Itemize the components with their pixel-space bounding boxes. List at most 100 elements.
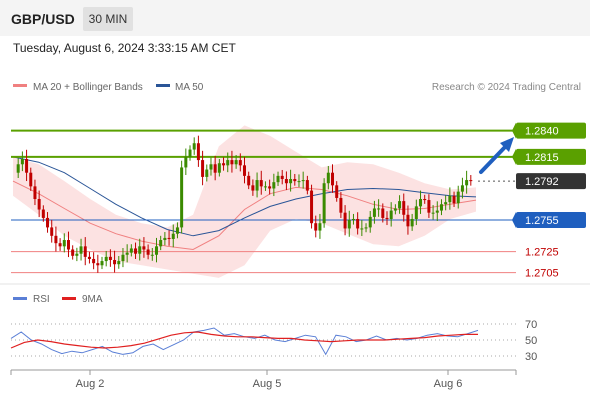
candle-body [16, 164, 20, 173]
x-tick-label: Aug 5 [253, 378, 282, 390]
level-label-text: 1.2755 [525, 215, 559, 227]
candle-body [196, 143, 200, 161]
candle-body [46, 217, 50, 228]
candle-body [326, 172, 330, 184]
level-label-box [516, 148, 586, 165]
candle-body [280, 175, 284, 180]
ma50-line [12, 156, 477, 237]
candle-body [310, 190, 314, 224]
candle-body [104, 256, 108, 262]
candle-body [435, 210, 439, 213]
candle-body [159, 240, 163, 247]
x-tick-label: Aug 2 [76, 378, 105, 390]
candle-body [314, 223, 318, 231]
legend-label-ma50: MA 50 [175, 82, 204, 93]
legend-swatch-rsi [13, 297, 27, 300]
candle-body [243, 165, 246, 176]
candle-body [29, 172, 33, 187]
candle-body [33, 186, 37, 199]
bollinger-band-layer [13, 125, 476, 278]
candle-body [263, 186, 267, 188]
candle-body [41, 209, 45, 218]
candle-body [96, 263, 100, 266]
candle-body [385, 217, 389, 219]
candle-body [146, 249, 150, 255]
candle-body [167, 237, 171, 239]
candle-body [192, 143, 196, 150]
candle-body [134, 248, 138, 254]
candle-body [364, 227, 368, 229]
candle-body [247, 175, 251, 186]
legend-swatch-9ma [62, 297, 76, 300]
candle-body [431, 212, 435, 214]
candle-body [230, 160, 234, 165]
candle-body [398, 201, 402, 209]
candle-body [184, 156, 188, 168]
candle-body [188, 149, 192, 157]
candle-body [356, 218, 360, 229]
candle-body [406, 214, 410, 227]
candle-body [75, 253, 79, 256]
candle-body [301, 180, 305, 182]
candle-body [108, 256, 112, 261]
candle-body [305, 180, 309, 191]
candle-body [251, 185, 255, 191]
candle-body [138, 246, 142, 254]
legend-swatch-ma20 [13, 84, 27, 87]
x-tick-label: Aug 6 [434, 378, 463, 390]
candle-body [154, 246, 158, 255]
x-axis-ticks: Aug 2 Aug 5 Aug 6 [10, 370, 517, 390]
price-legend: MA 20 + Bollinger Bands MA 50 Research ©… [13, 82, 581, 93]
instrument-name: GBP/USD [11, 11, 75, 27]
candle-body [58, 243, 62, 247]
legend-label-ma20: MA 20 + Bollinger Bands [33, 82, 143, 93]
candle-body [389, 210, 393, 219]
candle-body [234, 160, 238, 165]
level-label-text: 1.2792 [525, 176, 559, 188]
candle-body [343, 212, 347, 229]
candle-body [284, 179, 288, 184]
chart-datetime: Tuesday, August 6, 2024 3:33:15 AM CET [13, 41, 236, 55]
candle-body [125, 252, 129, 255]
candle-body [423, 199, 427, 201]
level-label-pointer [512, 212, 516, 229]
credit-text: Research © 2024 Trading Central [432, 82, 581, 93]
candle-body [180, 167, 184, 228]
candle-body [360, 228, 364, 230]
level-label-pointer [512, 122, 516, 139]
candle-body [226, 160, 230, 166]
candle-body [460, 185, 464, 192]
candle-body [347, 220, 351, 229]
legend-label-rsi: RSI [33, 294, 50, 305]
candles-layer [16, 135, 473, 273]
candle-body [213, 164, 217, 173]
level-label-text: 1.2815 [525, 152, 559, 164]
ma20-line [12, 180, 477, 251]
candle-body [465, 180, 469, 186]
price-levels-layer [11, 129, 586, 274]
candle-body [452, 195, 456, 204]
candle-body [414, 206, 418, 219]
level-label-text: 1.2840 [525, 126, 559, 138]
candle-body [402, 201, 406, 215]
candle-body [54, 235, 58, 244]
rsi-tick-label: 70 [525, 319, 537, 331]
candle-body [117, 261, 121, 265]
candle-body [351, 218, 355, 221]
candle-body [368, 216, 372, 228]
rsi-panel: 70 50 30 [10, 319, 537, 363]
candle-body [322, 183, 326, 224]
projection-arrow-icon [479, 137, 514, 174]
candle-body [448, 195, 452, 203]
level-label-text: 1.2705 [525, 268, 559, 280]
candle-body [289, 179, 293, 184]
timeframe-button[interactable]: 30 MIN [83, 7, 133, 31]
candle-body [66, 240, 70, 250]
top-bar: GBP/USD 30 MIN [0, 0, 590, 36]
candle-body [318, 223, 322, 231]
candle-body [100, 261, 104, 266]
candle-body [163, 237, 167, 241]
candle-body [92, 258, 96, 264]
candle-body [268, 186, 272, 189]
